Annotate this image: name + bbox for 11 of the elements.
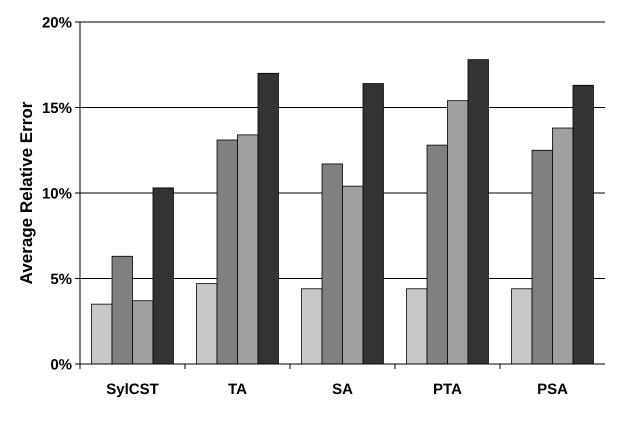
x-tick-label: TA [228,381,248,398]
x-tick-label: PSA [537,381,568,398]
y-tick-label: 5% [50,270,72,288]
y-tick-label: 0% [50,356,72,374]
y-tick-label: 20% [42,14,72,32]
x-tick-label: PTA [433,381,462,398]
y-axis-title: Average Relative Error [17,101,36,284]
x-tick-label: SylCST [106,381,159,398]
y-tick-label: 10% [42,185,72,202]
x-tick-label: SA [332,381,354,398]
y-tick-label: 15% [42,100,72,117]
